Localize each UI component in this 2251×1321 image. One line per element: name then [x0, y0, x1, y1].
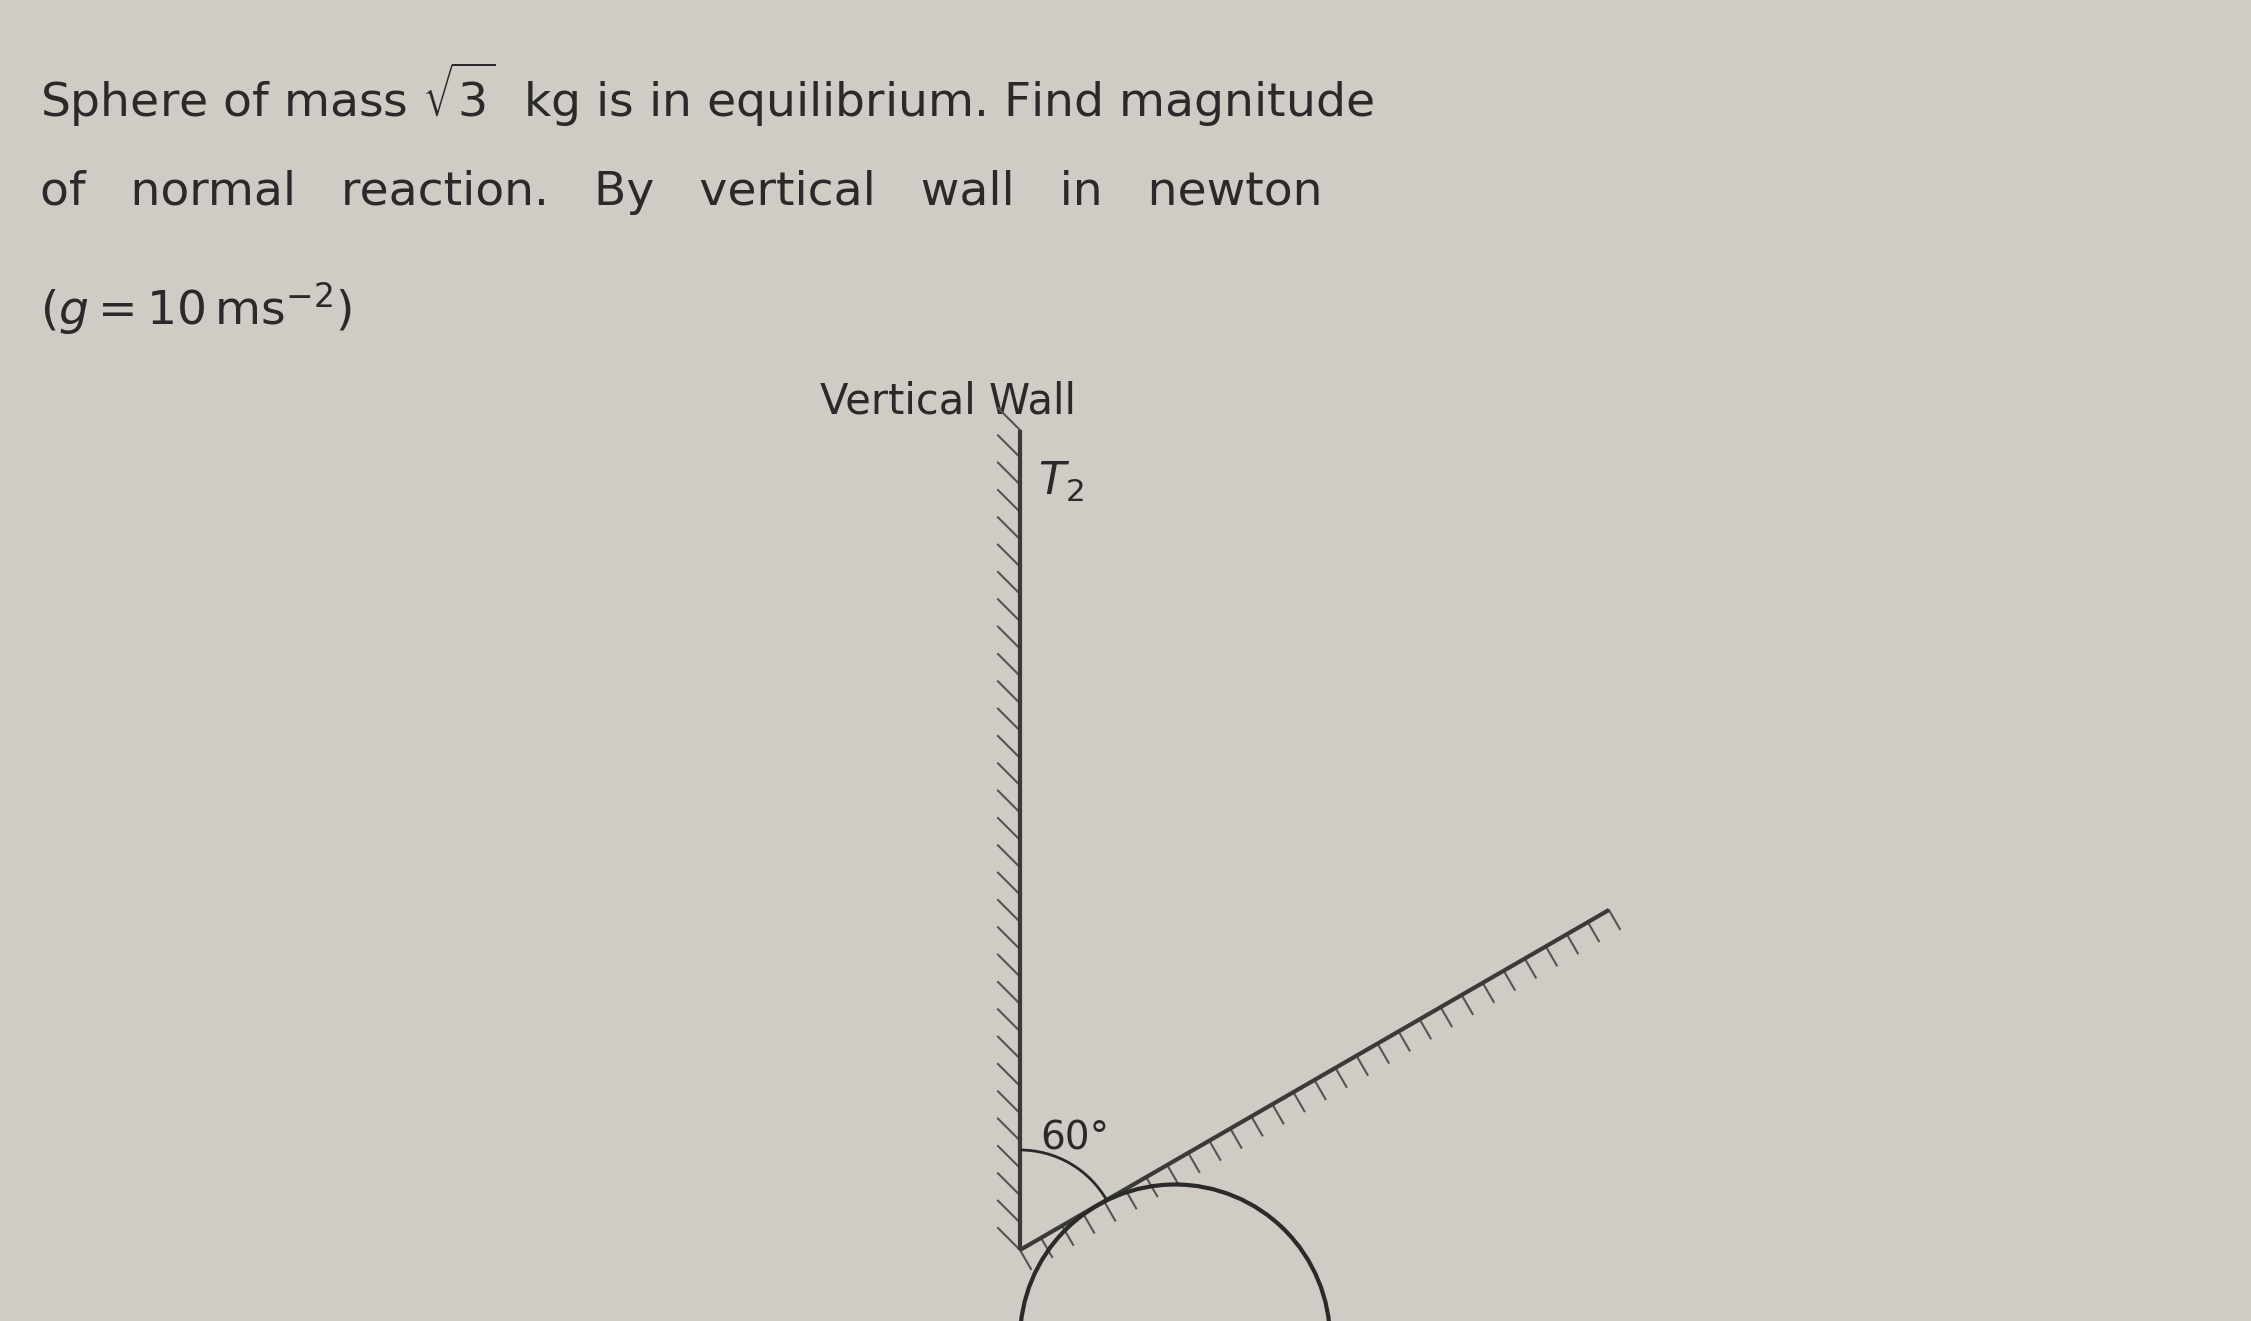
Text: 60°: 60° [1040, 1120, 1110, 1159]
Text: Vertical Wall: Vertical Wall [819, 380, 1076, 421]
Text: $(g = 10\,\mathrm{ms}^{-2})$: $(g = 10\,\mathrm{ms}^{-2})$ [41, 280, 351, 337]
Text: Sphere of mass $\sqrt{3}$  kg is in equilibrium. Find magnitude: Sphere of mass $\sqrt{3}$ kg is in equil… [41, 59, 1373, 129]
Text: $T_2$: $T_2$ [1038, 460, 1083, 505]
Text: of   normal   reaction.   By   vertical   wall   in   newton: of normal reaction. By vertical wall in … [41, 170, 1324, 215]
